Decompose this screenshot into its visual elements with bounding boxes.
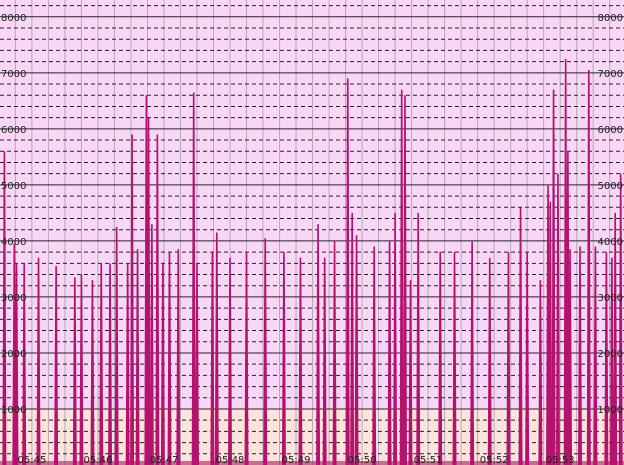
data-spike xyxy=(244,252,249,465)
baseline-fill xyxy=(0,461,624,465)
y-tick-label-left: 5000 xyxy=(1,181,26,192)
data-spike xyxy=(506,252,511,465)
data-spike xyxy=(332,240,337,465)
data-spike xyxy=(548,201,553,465)
y-tick-label-left: 2000 xyxy=(1,349,26,360)
y-tick-label-left: 1000 xyxy=(1,405,26,416)
data-spike xyxy=(108,263,113,465)
x-tick-label: 05:47 xyxy=(150,455,179,465)
y-tick-label-right: 6000 xyxy=(598,125,623,136)
y-axis-left: 1000 2000 3000 4000 5000 6000 7000 8000 xyxy=(1,13,26,416)
data-spike xyxy=(14,263,19,465)
data-spike xyxy=(99,263,104,465)
data-spike xyxy=(525,252,530,465)
data-spike xyxy=(387,240,392,465)
data-spike xyxy=(438,252,443,465)
data-spike xyxy=(214,232,219,465)
data-spike xyxy=(263,238,268,465)
x-tick-label: 05:53 xyxy=(546,455,575,465)
y-tick-label-left: 3000 xyxy=(1,293,26,304)
y-tick-label-right: 4000 xyxy=(598,237,623,248)
data-spike xyxy=(586,70,591,465)
data-spike xyxy=(194,263,199,465)
data-spike xyxy=(613,212,618,465)
x-tick-label: 05:51 xyxy=(414,455,443,465)
data-spike xyxy=(402,95,407,465)
data-spike xyxy=(393,212,398,465)
data-spike xyxy=(604,252,609,465)
data-spike xyxy=(354,235,359,465)
y-tick-label-right: 8000 xyxy=(598,13,623,24)
data-spike xyxy=(125,263,130,465)
data-spike xyxy=(79,274,84,465)
x-tick-label: 05:46 xyxy=(84,455,113,465)
data-spike xyxy=(36,257,41,465)
data-spike xyxy=(160,263,165,465)
data-spike xyxy=(470,240,475,465)
data-spike xyxy=(191,92,196,465)
y-axis-right: 1000 2000 3000 4000 5000 6000 7000 8000 xyxy=(598,13,623,416)
x-tick-label: 05:50 xyxy=(348,455,377,465)
data-spike xyxy=(345,78,350,465)
data-spike xyxy=(399,89,404,465)
data-spike xyxy=(228,257,233,465)
series-spikes xyxy=(0,58,624,465)
data-spike xyxy=(372,246,377,465)
data-spike xyxy=(176,249,181,465)
data-spike xyxy=(618,173,623,465)
data-spike xyxy=(167,252,172,465)
data-spike xyxy=(408,280,413,465)
x-tick-label: 05:45 xyxy=(18,455,47,465)
data-spike xyxy=(568,249,573,465)
y-tick-label-left: 8000 xyxy=(1,13,26,24)
data-spike xyxy=(22,263,27,465)
data-spike xyxy=(149,224,154,465)
y-tick-label-right: 2000 xyxy=(598,349,623,360)
data-spike xyxy=(551,89,556,465)
y-tick-label-right: 3000 xyxy=(598,293,623,304)
data-spike xyxy=(416,212,421,465)
data-spike xyxy=(487,257,492,465)
data-spike xyxy=(593,246,598,465)
data-spike xyxy=(135,249,140,465)
y-tick-label-left: 4000 xyxy=(1,237,26,248)
data-spike xyxy=(146,117,151,465)
x-tick-label: 05:52 xyxy=(480,455,509,465)
data-spike xyxy=(281,252,286,465)
data-spike xyxy=(555,173,560,465)
data-spike xyxy=(130,134,135,465)
data-spike xyxy=(90,280,95,465)
data-spike xyxy=(609,257,614,465)
y-tick-label-right: 5000 xyxy=(598,181,623,192)
data-spike xyxy=(54,266,59,465)
y-tick-label-right: 7000 xyxy=(598,69,623,80)
data-spike xyxy=(350,212,355,465)
data-spike xyxy=(114,226,119,465)
data-spike xyxy=(155,134,160,465)
data-spike xyxy=(316,224,321,465)
data-spike xyxy=(210,252,215,465)
data-spike xyxy=(298,257,303,465)
data-spike xyxy=(2,151,7,465)
data-spike xyxy=(72,277,77,465)
data-spike xyxy=(538,280,543,465)
data-spike xyxy=(518,207,523,465)
data-spike xyxy=(322,257,327,465)
x-tick-label: 05:48 xyxy=(216,455,245,465)
y-tick-label-left: 7000 xyxy=(1,69,26,80)
data-spike xyxy=(452,252,457,465)
x-axis: 05:45 05:46 05:47 05:48 05:49 05:50 05:51 05:52… xyxy=(18,455,575,465)
data-spike xyxy=(577,246,582,465)
y-tick-label-left: 6000 xyxy=(1,125,26,136)
x-tick-label: 05:49 xyxy=(282,455,311,465)
y-tick-label-right: 1000 xyxy=(598,405,623,416)
